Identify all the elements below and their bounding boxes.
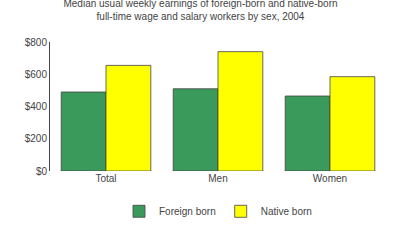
- svg-text:Foreign born: Foreign born: [159, 206, 216, 217]
- svg-text:$200: $200: [25, 133, 48, 144]
- svg-text:$800: $800: [25, 37, 48, 48]
- svg-text:Median usual weekly earnings o: Median usual weekly earnings of foreign-…: [63, 0, 337, 22]
- svg-text:$600: $600: [25, 69, 48, 80]
- svg-text:Men: Men: [208, 173, 227, 184]
- svg-text:Women: Women: [313, 173, 347, 184]
- svg-text:$0: $0: [36, 166, 48, 177]
- svg-text:$400: $400: [25, 101, 48, 112]
- svg-text:Total: Total: [95, 173, 116, 184]
- svg-text:Native born: Native born: [261, 206, 312, 217]
